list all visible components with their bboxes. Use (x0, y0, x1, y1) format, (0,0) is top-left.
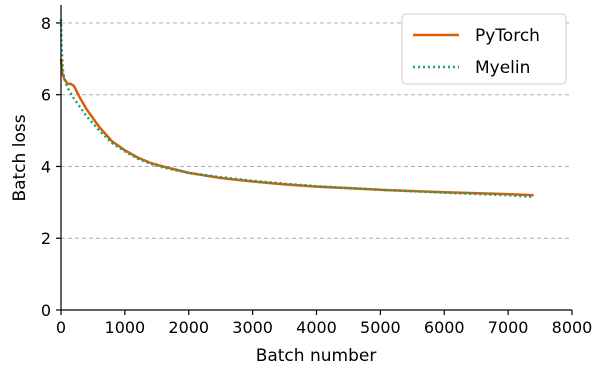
y-tick-label-6: 6 (41, 86, 51, 105)
x-tick-label-5000: 5000 (360, 318, 401, 337)
series-line-pytorch (59, 58, 534, 197)
x-tick-label-1000: 1000 (105, 318, 146, 337)
x-ticks: 0 1000 2000 3000 4000 5000 6000 7000 8000 (56, 310, 592, 337)
x-tick-label-4000: 4000 (296, 318, 337, 337)
x-tick-label-3000: 3000 (232, 318, 273, 337)
x-tick-label-8000: 8000 (552, 318, 593, 337)
x-tick-label-0: 0 (56, 318, 66, 337)
series-lines (59, 19, 534, 199)
y-tick-label-2: 2 (41, 229, 51, 248)
y-tick-label-4: 4 (41, 157, 51, 176)
legend-label-pytorch: PyTorch (475, 26, 540, 46)
y-axis-label: Batch loss (10, 114, 30, 201)
legend: PyTorch Myelin (401, 13, 567, 85)
x-tick-label-6000: 6000 (424, 318, 465, 337)
legend-label-myelin: Myelin (475, 58, 530, 78)
y-tick-label-0: 0 (41, 301, 51, 320)
x-tick-label-2000: 2000 (168, 318, 209, 337)
x-axis-label: Batch number (256, 346, 377, 366)
grid-lines (61, 22, 572, 239)
y-ticks: 0 2 4 6 8 (41, 14, 61, 320)
x-tick-label-7000: 7000 (488, 318, 529, 337)
y-tick-label-8: 8 (41, 14, 51, 33)
